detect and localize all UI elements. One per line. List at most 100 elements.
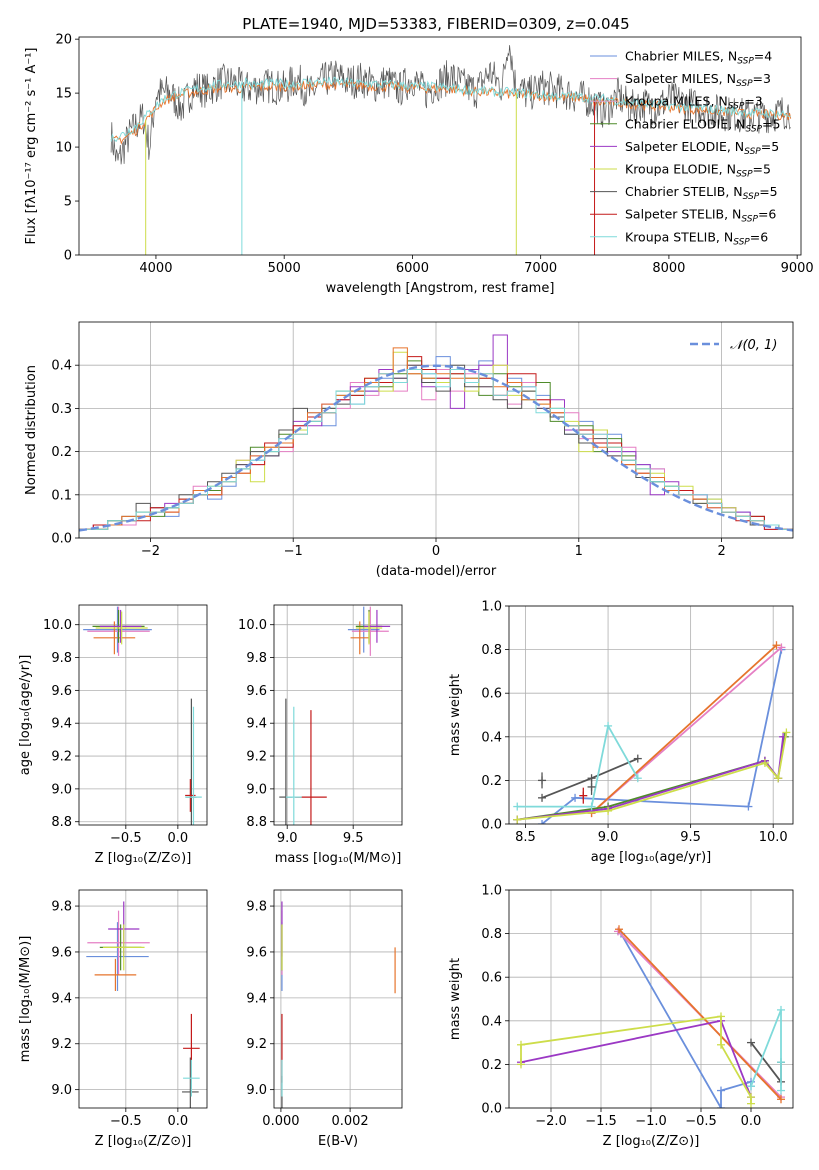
legend-suffix: =5 [762, 116, 780, 131]
y-tick-label: 10.0 [238, 618, 267, 633]
x-axis-label: Z [log₁₀(Z/Z⊙)] [95, 851, 192, 866]
legend-subscript: SSP [736, 170, 753, 180]
legend-label: Chabrier MILES, NSSP=4 [625, 49, 772, 67]
x-tick-label: 0.0 [168, 831, 189, 846]
x-tick-label: 9.5 [343, 831, 364, 846]
legend-text: Salpeter ELODIE, N [625, 139, 744, 154]
y-tick-label: 0.4 [481, 1014, 502, 1029]
weight-series [618, 928, 782, 1100]
x-tick-label: −0.5 [110, 1114, 142, 1129]
legend-label: Kroupa MILES, NSSP=3 [625, 94, 763, 112]
chart-spectrum: 4000 5000 6000 7000 8000 9000 0 5 10 15 20 waveleng… [24, 33, 814, 296]
y-tick-label: 8.8 [51, 815, 72, 830]
y-tick-label: 9.6 [246, 684, 267, 699]
legend-label: Chabrier STELIB, NSSP=5 [625, 184, 778, 202]
y-tick-label: 0.2 [481, 1058, 502, 1073]
legend-subscript: SSP [736, 79, 753, 89]
weight-lines [517, 925, 785, 1108]
x-tick-label: 9000 [781, 261, 814, 276]
y-tick-label: 0.0 [51, 532, 72, 547]
legend-subscript: SSP [733, 237, 750, 247]
chart-mass-weight-vs-age: 8.5 9.0 9.5 10.0 0.0 0.2 0.4 0.6 0.8 1.0 age [log₁… [448, 600, 794, 865]
y-tick-label: 9.0 [246, 1083, 267, 1098]
legend-subscript: SSP [728, 102, 745, 112]
weight-series [750, 1009, 782, 1091]
x-tick-label: 0.002 [331, 1114, 368, 1129]
x-tick-label: 8.5 [515, 830, 536, 845]
legend-suffix: =6 [758, 207, 776, 222]
legend-text: Kroupa MILES, N [625, 94, 728, 109]
y-tick-label: 9.6 [51, 684, 72, 699]
plot-frame [78, 36, 802, 256]
x-tick-label: 6000 [396, 261, 429, 276]
chart-residual-histogram: −2 −1 0 1 2 0.0 0.1 0.2 0.3 0.4 (data-model)/error… [24, 321, 794, 579]
y-tick-label: 8.8 [246, 815, 267, 830]
x-tick-label: 2 [717, 544, 725, 559]
x-tick-label: −2 [141, 544, 160, 559]
legend-label: Kroupa STELIB, NSSP=6 [625, 229, 768, 247]
weight-series [541, 649, 783, 824]
y-axis-label: mass weight [448, 958, 463, 1040]
y-tick-label: 9.2 [246, 750, 267, 765]
y-tick-label: 9.8 [51, 651, 72, 666]
weight-series [590, 644, 778, 814]
x-axis-label: Z [log₁₀(Z/Z⊙)] [95, 1134, 192, 1149]
x-tick-label: 9.5 [680, 830, 701, 845]
errorbar-points [83, 606, 202, 825]
y-tick-label: 9.8 [246, 900, 267, 915]
legend-label: Salpeter ELODIE, NSSP=5 [625, 139, 779, 157]
x-tick-label: −0.5 [685, 1114, 717, 1129]
x-tick-label: 1 [575, 544, 583, 559]
legend-text: Kroupa ELODIE, N [625, 162, 736, 177]
x-axis-label: E(B-V) [318, 1134, 358, 1149]
legend-label: Chabrier ELODIE, NSSP=5 [625, 116, 780, 134]
y-tick-label: 0.2 [481, 774, 502, 789]
y-tick-label: 9.0 [51, 782, 72, 797]
y-axis-label: mass weight [448, 674, 463, 756]
x-tick-label: 9.0 [277, 831, 298, 846]
y-tick-label: 9.8 [51, 900, 72, 915]
y-tick-label: 1.0 [481, 884, 502, 899]
x-tick-label: −1.5 [585, 1114, 617, 1129]
y-tick-label: 0.1 [51, 488, 72, 503]
x-tick-label: 5000 [268, 261, 301, 276]
y-tick-label: 0.0 [481, 1102, 502, 1117]
x-tick-label: 8000 [652, 261, 685, 276]
spectrum-lines [110, 45, 792, 255]
y-tick-label: 0.0 [481, 818, 502, 833]
legend-subscript: SSP [743, 192, 760, 202]
legend-suffix: =5 [759, 184, 777, 199]
chart-mass-vs-z: −0.5 0.0 9.0 9.2 9.4 9.6 9.8 Z [log₁₀(Z/Z⊙)] mas… [18, 889, 208, 1149]
y-axis-label: mass [log₁₀(M/M⊙)] [18, 936, 33, 1063]
y-tick-label: 10 [55, 141, 72, 156]
legend-text: Chabrier ELODIE, N [625, 116, 745, 131]
y-tick-label: 0.2 [51, 445, 72, 460]
y-tick-label: 9.0 [51, 1083, 72, 1098]
plot-frame [78, 321, 794, 539]
x-tick-label: 0.0 [168, 1114, 189, 1129]
legend-label: 𝒩(0, 1) [730, 338, 777, 353]
x-tick-label: 0.000 [262, 1114, 299, 1129]
plot-frame [508, 605, 794, 825]
x-axis-label: age [log₁₀(age/yr)] [591, 850, 712, 865]
plot-frame [508, 889, 794, 1109]
y-axis-label: Flux [fλ10⁻¹⁷ erg cm⁻² s⁻¹ A⁻¹] [24, 48, 39, 245]
legend-subscript: SSP [744, 147, 761, 157]
x-axis-label: wavelength [Angstrom, rest frame] [326, 281, 555, 296]
y-tick-label: 0.3 [51, 402, 72, 417]
x-tick-label: −2.0 [535, 1114, 567, 1129]
weight-lines [513, 641, 791, 824]
spectrum-series [110, 45, 791, 165]
errorbar-points [281, 901, 396, 1108]
x-tick-label: −1.0 [635, 1114, 667, 1129]
chart-mass-weight-vs-z: −2.0 −1.5 −1.0 −0.5 0.0 0.0 0.2 0.4 0.6 0.8 1.0 Z [… [448, 884, 794, 1149]
y-tick-label: 0.8 [481, 643, 502, 658]
y-tick-label: 0.6 [481, 687, 502, 702]
y-tick-label: 0.4 [481, 730, 502, 745]
errorbar-points [279, 606, 391, 825]
chart-age-vs-z: −0.5 0.0 8.8 9.0 9.2 9.4 9.6 9.8 10.0 Z [log₁₀(Z/… [18, 604, 208, 866]
legend-suffix: =5 [753, 162, 771, 177]
legend-suffix: =5 [761, 139, 779, 154]
